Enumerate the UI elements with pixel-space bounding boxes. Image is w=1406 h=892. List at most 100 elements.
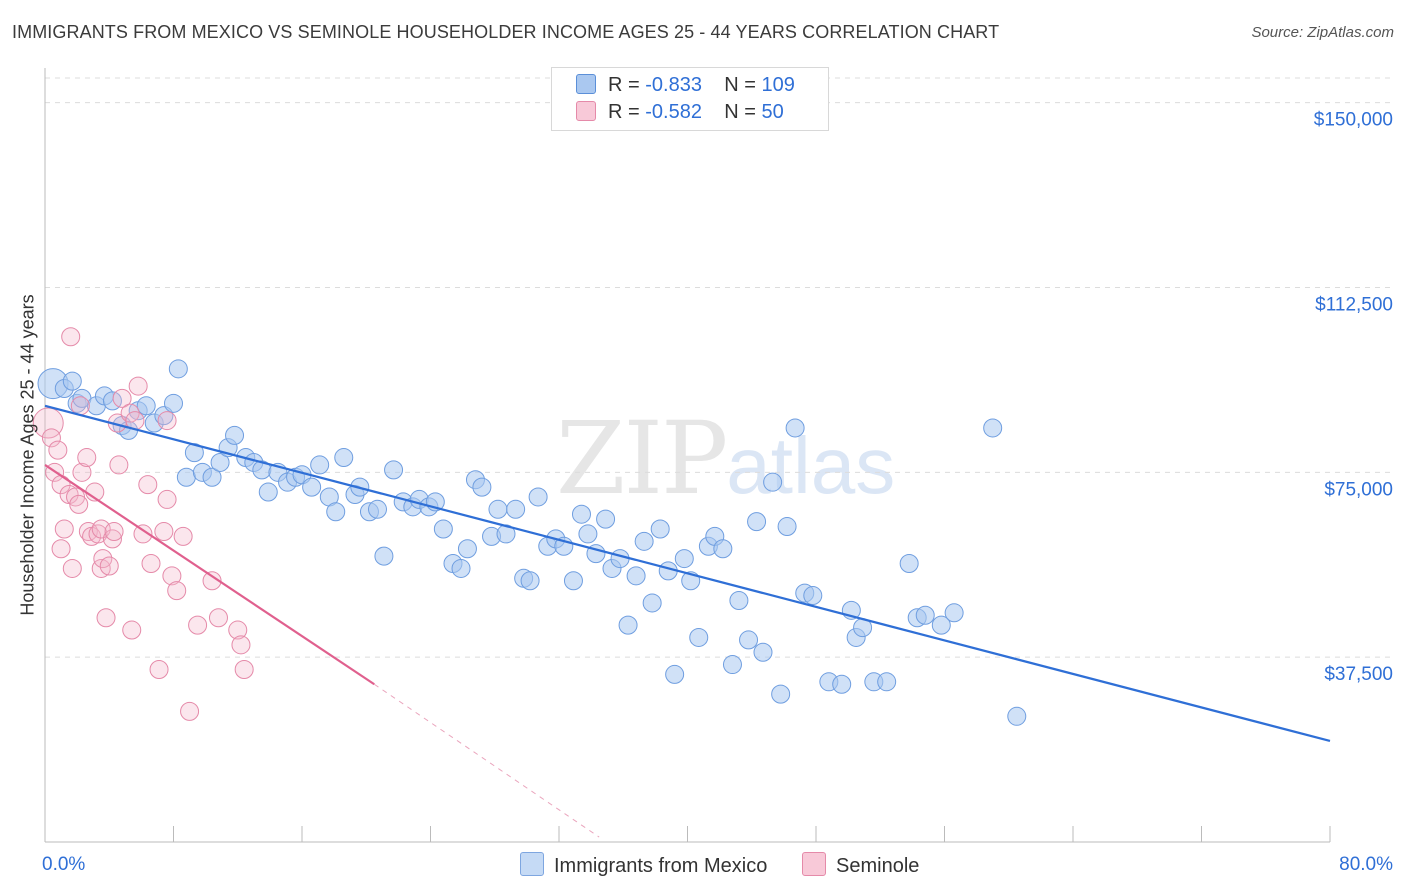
point-seminole	[162, 566, 182, 586]
point-seminole	[51, 539, 71, 559]
point-mexico	[136, 396, 156, 416]
point-mexico	[62, 371, 82, 391]
point-mexico	[877, 672, 897, 692]
point-mexico	[326, 502, 346, 522]
point-seminole	[122, 620, 142, 640]
point-mexico	[258, 482, 278, 502]
legend-n-label: N =	[724, 101, 756, 123]
point-mexico	[674, 549, 694, 569]
point-mexico	[334, 448, 354, 468]
point-seminole	[128, 376, 148, 396]
point-seminole	[154, 521, 174, 541]
legend-row-mexico: R = -0.833 N = 109	[576, 74, 795, 100]
watermark: ZIPatlas	[556, 400, 895, 517]
point-seminole	[109, 455, 129, 475]
point-mexico	[384, 460, 404, 480]
y-tick-label: $75,000	[1324, 479, 1393, 500]
point-mexico	[722, 655, 742, 675]
chart-title: IMMIGRANTS FROM MEXICO VS SEMINOLE HOUSE…	[12, 22, 1000, 42]
point-mexico	[729, 590, 749, 610]
point-mexico	[374, 546, 394, 566]
point-seminole	[234, 659, 254, 679]
point-seminole	[41, 428, 61, 448]
point-seminole	[77, 448, 97, 468]
point-mexico	[785, 418, 805, 438]
point-seminole	[157, 411, 177, 431]
point-seminole	[167, 581, 187, 601]
legend-n-value: 109	[761, 74, 795, 96]
point-mexico	[472, 477, 492, 497]
point-mexico	[983, 418, 1003, 438]
legend-row-seminole: R = -0.582 N = 50	[576, 101, 789, 127]
x-tick-label: 0.0%	[42, 854, 85, 875]
point-mexico	[457, 539, 477, 559]
point-seminole	[93, 549, 113, 569]
point-mexico	[433, 519, 453, 539]
trendline-mexico	[44, 404, 1331, 743]
point-mexico	[367, 499, 387, 519]
point-seminole	[32, 407, 64, 439]
point-mexico	[1007, 706, 1027, 726]
point-mexico	[176, 467, 196, 487]
point-seminole	[231, 635, 251, 655]
point-seminole	[99, 556, 119, 576]
point-mexico	[210, 452, 230, 472]
point-seminole	[180, 701, 200, 721]
point-mexico	[832, 674, 852, 694]
point-mexico	[642, 593, 662, 613]
point-mexico	[578, 524, 598, 544]
correlation-legend: R = -0.833 N = 109 R = -0.582 N = 50	[551, 67, 829, 131]
series-legend: Immigrants from Mexico Seminole	[0, 852, 1406, 878]
point-seminole	[48, 440, 68, 460]
legend-r-label: R =	[608, 101, 640, 123]
point-mexico	[915, 605, 935, 625]
point-seminole	[61, 327, 81, 347]
legend-swatch-seminole	[802, 852, 826, 876]
point-mexico	[506, 499, 526, 519]
point-mexico	[931, 615, 951, 635]
legend-swatch-seminole	[576, 101, 596, 121]
point-seminole	[228, 620, 248, 640]
point-mexico	[488, 499, 508, 519]
point-seminole	[188, 615, 208, 635]
point-mexico	[899, 554, 919, 574]
point-seminole	[138, 475, 158, 495]
point-seminole	[149, 659, 169, 679]
point-mexico	[753, 642, 773, 662]
point-mexico	[626, 566, 646, 586]
point-seminole	[70, 396, 90, 416]
point-seminole	[133, 524, 153, 544]
legend-item-mexico: Immigrants from Mexico	[520, 852, 767, 878]
point-seminole	[72, 462, 92, 482]
point-mexico	[164, 393, 183, 413]
point-mexico	[665, 664, 685, 684]
source-label: Source: ZipAtlas.com	[1251, 24, 1394, 41]
point-mexico	[168, 359, 188, 379]
point-seminole	[91, 558, 111, 578]
legend-label-seminole: Seminole	[836, 855, 920, 877]
point-mexico	[563, 571, 583, 591]
point-mexico	[451, 558, 471, 578]
point-mexico	[763, 472, 783, 492]
point-seminole	[173, 526, 193, 546]
point-mexico	[202, 467, 222, 487]
point-mexico	[302, 477, 322, 497]
legend-swatch-mexico	[520, 852, 544, 876]
point-seminole	[202, 571, 222, 591]
point-mexico	[650, 519, 670, 539]
point-seminole	[157, 489, 177, 509]
point-mexico	[520, 571, 540, 591]
trendline-seminole	[44, 464, 375, 686]
legend-n-value: 50	[761, 101, 784, 123]
point-mexico	[771, 684, 791, 704]
point-mexico	[225, 425, 245, 445]
legend-r-label: R =	[608, 74, 640, 96]
point-seminole	[69, 494, 89, 514]
point-seminole	[208, 608, 228, 628]
point-mexico	[184, 443, 204, 463]
point-seminole	[96, 608, 116, 628]
point-mexico	[634, 531, 654, 551]
point-mexico	[610, 549, 630, 569]
legend-r-value: -0.833	[645, 74, 702, 96]
